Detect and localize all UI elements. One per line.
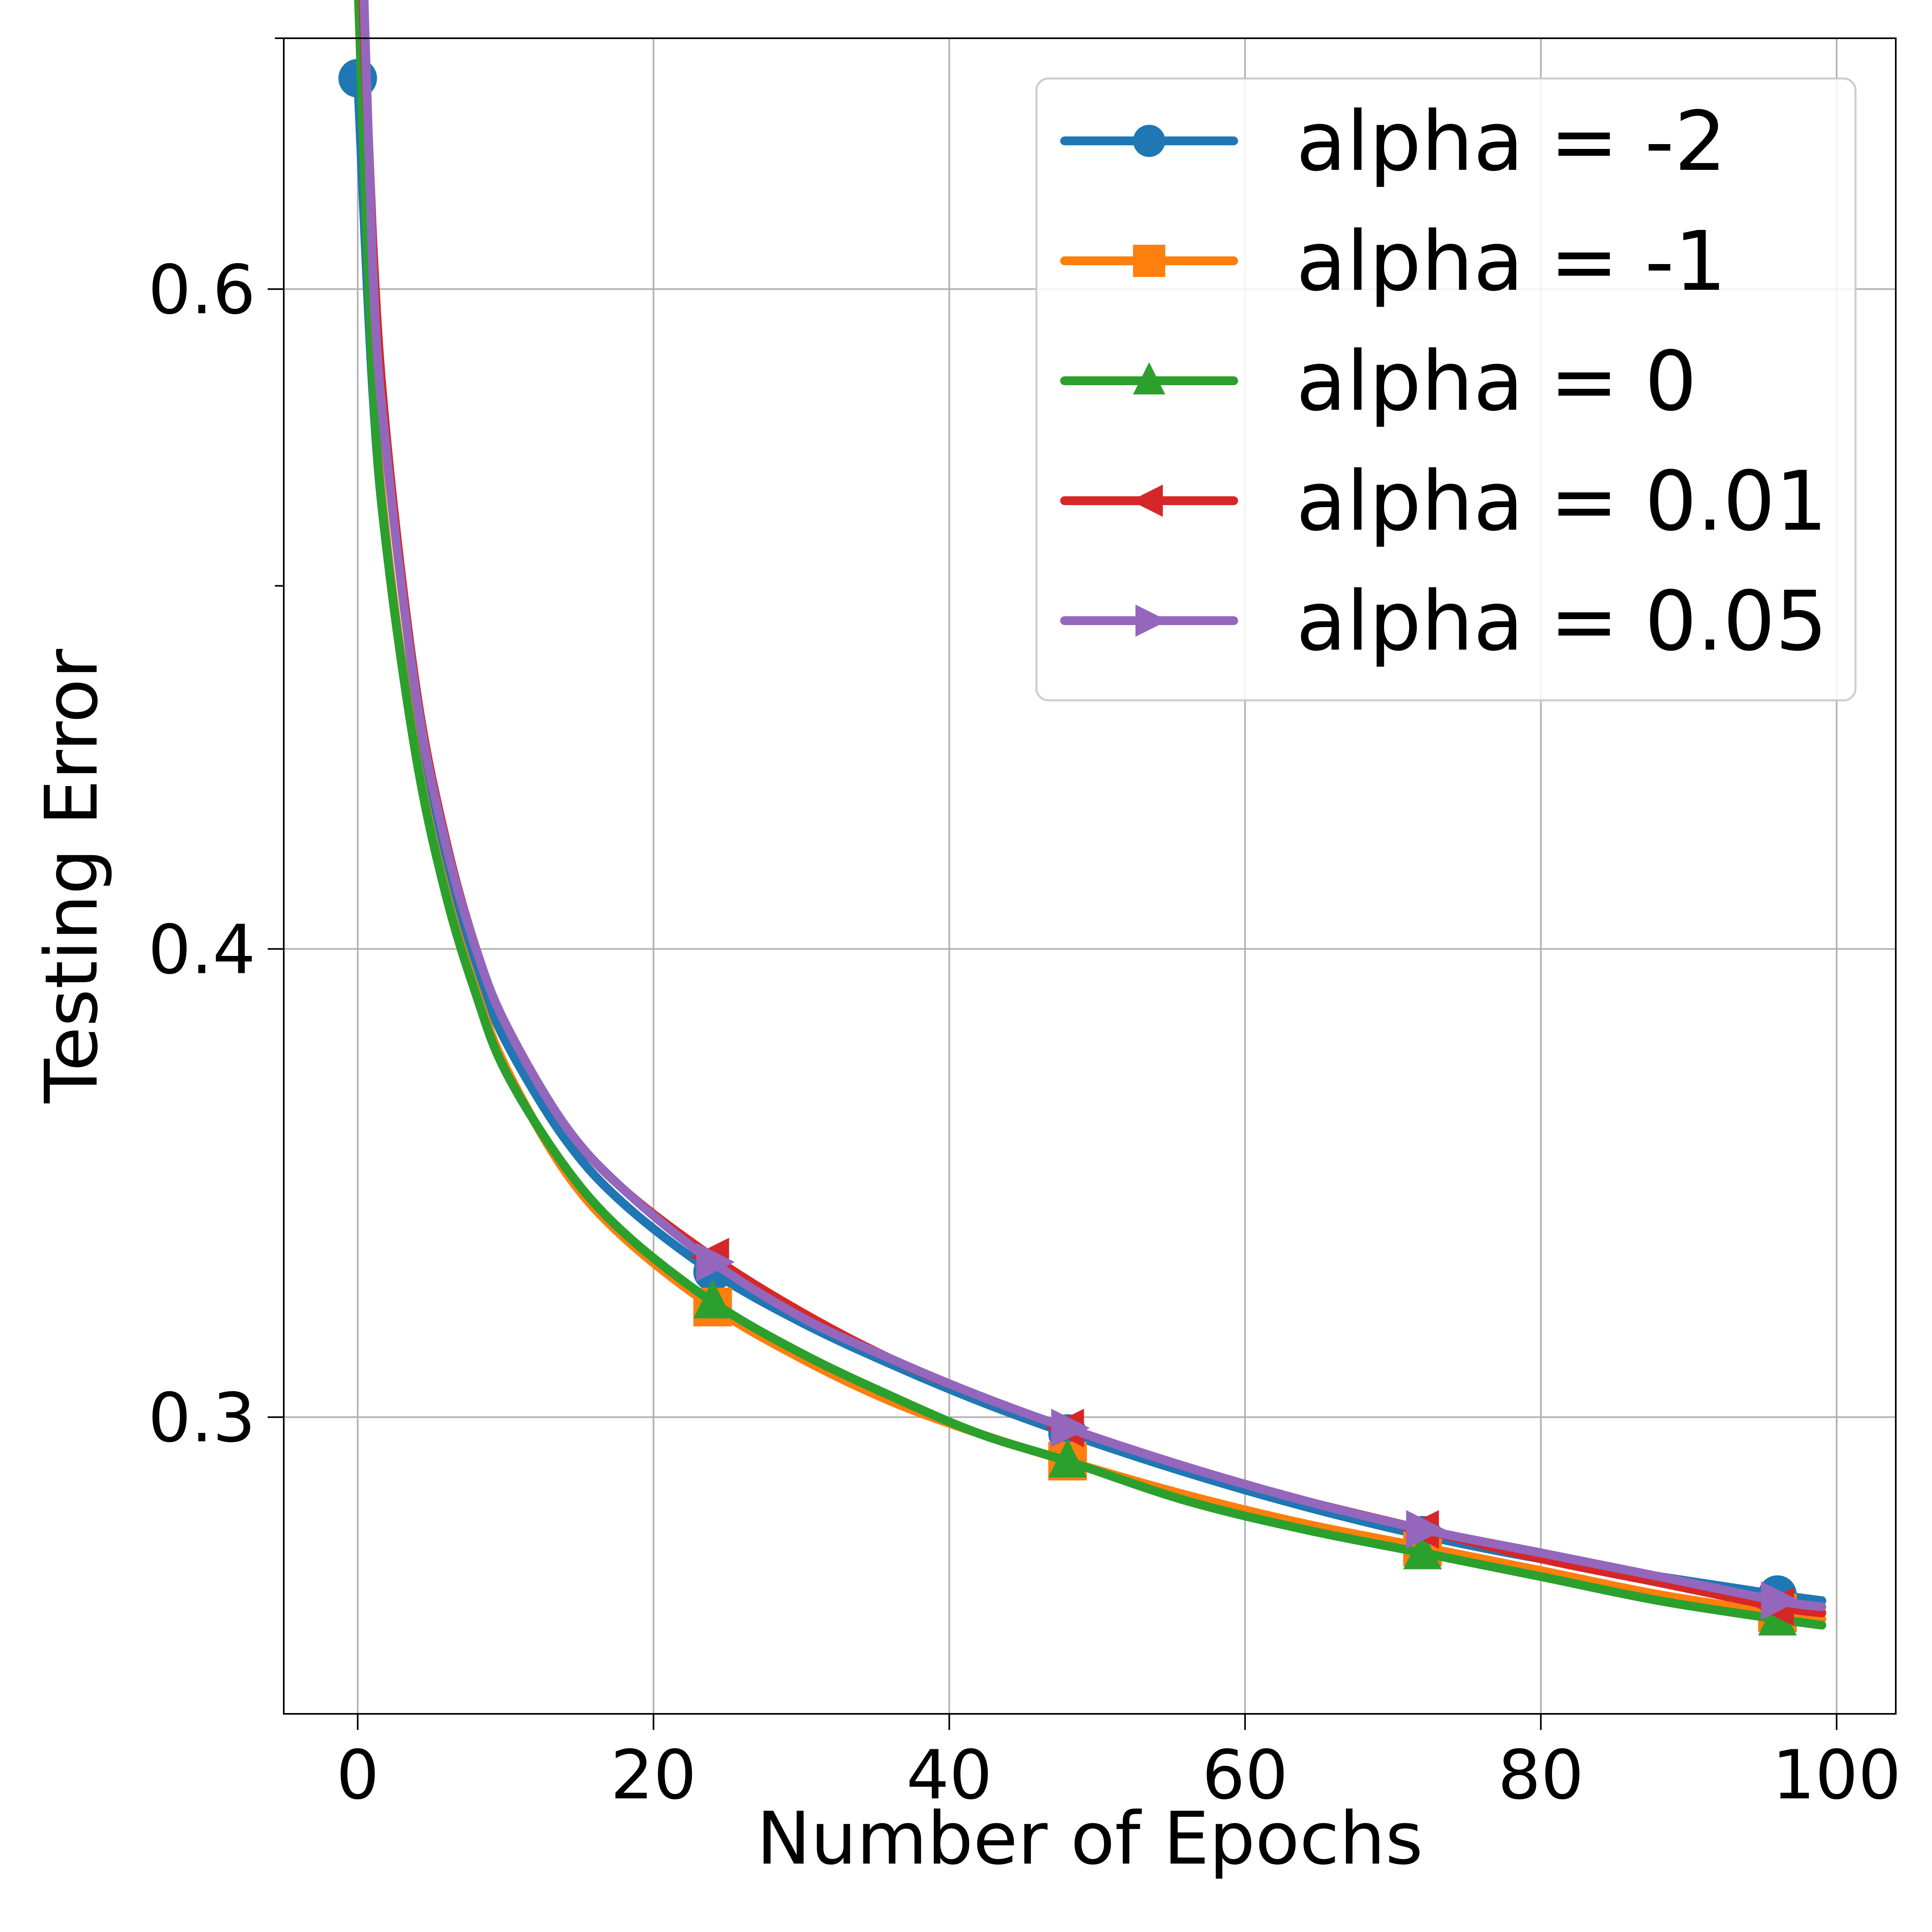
- plot-frame: [283, 37, 1897, 1715]
- y-axis: 0.3 0.4 0.6: [148, 37, 284, 1457]
- legend-swatch-marker: [1135, 605, 1168, 637]
- data-point: [1406, 1510, 1445, 1549]
- x-axis-label: Number of Epochs: [757, 1797, 1423, 1881]
- legend-label: alpha = -2: [1296, 94, 1727, 190]
- legend-frame: [1035, 77, 1857, 702]
- series-4: [359, 0, 1827, 1620]
- x-tick-label: 100: [1772, 1736, 1901, 1814]
- x-tick-label: 0: [336, 1736, 379, 1814]
- legend-label: alpha = 0.05: [1296, 574, 1827, 669]
- x-tick-label: 60: [1202, 1736, 1288, 1814]
- legend-label: alpha = 0.01: [1296, 454, 1827, 549]
- x-tick-label: 40: [906, 1736, 993, 1814]
- series-2: [354, 0, 1827, 1636]
- data-point: [1403, 1530, 1442, 1569]
- x-axis: 0 20 40 60 80 100: [336, 1714, 1901, 1814]
- data-point: [1761, 1581, 1800, 1620]
- legend-label: alpha = 0: [1296, 334, 1697, 429]
- legend-entry: alpha = 0: [1060, 334, 1697, 429]
- legend-label: alpha = -1: [1296, 214, 1727, 310]
- legend-swatch-marker: [1133, 362, 1165, 394]
- data-point: [1048, 1439, 1087, 1478]
- data-point: [1051, 1408, 1090, 1447]
- legend: alpha = -2 alpha = -1 alpha = 0 alpha = 0.0…: [1035, 77, 1857, 702]
- y-axis-label: Testing Error: [30, 649, 114, 1104]
- legend-entry: alpha = -2: [1060, 94, 1727, 190]
- data-point: [696, 1243, 735, 1282]
- legend-entry: alpha = -1: [1060, 214, 1727, 310]
- data-point: [693, 1280, 732, 1319]
- series-layer: [338, 0, 1827, 1636]
- x-tick-label: 20: [611, 1736, 697, 1814]
- x-tick-label: 80: [1498, 1736, 1584, 1814]
- legend-swatch-marker: [1133, 245, 1165, 277]
- legend-swatch-marker: [1133, 125, 1165, 157]
- series-line: [354, 0, 1827, 1630]
- legend-swatch-marker: [1131, 485, 1163, 517]
- legend-entry: alpha = 0.05: [1060, 574, 1827, 669]
- y-tick-label: 0.6: [148, 250, 256, 329]
- y-tick-label: 0.3: [148, 1379, 256, 1457]
- y-tick-label: 0.4: [148, 910, 256, 989]
- legend-entry: alpha = 0.01: [1060, 454, 1827, 549]
